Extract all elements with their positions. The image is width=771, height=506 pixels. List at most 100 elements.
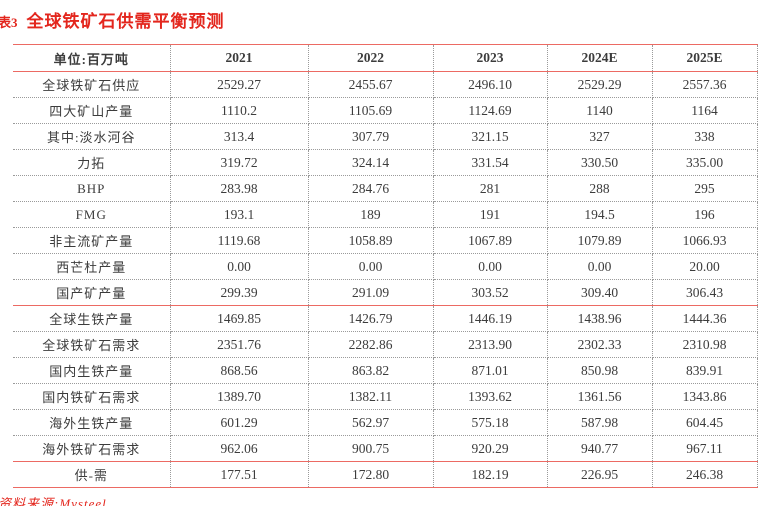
value-cell: 868.56 xyxy=(170,357,309,384)
value-cell: 191 xyxy=(433,201,548,228)
value-cell: 291.09 xyxy=(308,279,434,306)
table-row: 海外生铁产量 601.29 562.97 575.18 587.98 604.45 xyxy=(13,409,758,436)
value-cell: 2496.10 xyxy=(433,71,548,98)
value-cell: 1164 xyxy=(652,97,758,124)
value-cell: 863.82 xyxy=(308,357,434,384)
value-cell: 182.19 xyxy=(433,461,548,488)
row-label: 国产矿产量 xyxy=(13,279,171,306)
column-header-2022: 2022 xyxy=(308,44,434,72)
value-cell: 1361.56 xyxy=(547,383,653,410)
value-cell: 284.76 xyxy=(308,175,434,202)
table-row: 供-需 177.51 172.80 182.19 226.95 246.38 xyxy=(13,461,758,488)
column-header-2023: 2023 xyxy=(433,44,548,72)
value-cell: 967.11 xyxy=(652,435,758,462)
value-cell: 587.98 xyxy=(547,409,653,436)
value-cell: 1066.93 xyxy=(652,227,758,254)
value-cell: 1067.89 xyxy=(433,227,548,254)
value-cell: 2455.67 xyxy=(308,71,434,98)
value-cell: 1426.79 xyxy=(308,305,434,332)
value-cell: 288 xyxy=(547,175,653,202)
row-label: 力拓 xyxy=(13,149,171,176)
value-cell: 321.15 xyxy=(433,123,548,150)
supply-demand-table: 单位:百万吨 2021 2022 2023 2024E 2025E 全球铁矿石供… xyxy=(13,44,758,488)
data-source-note: 资料来源:Mysteel xyxy=(0,496,107,506)
value-cell: 193.1 xyxy=(170,201,309,228)
value-cell: 0.00 xyxy=(308,253,434,280)
value-cell: 1438.96 xyxy=(547,305,653,332)
value-cell: 871.01 xyxy=(433,357,548,384)
value-cell: 1469.85 xyxy=(170,305,309,332)
row-label: 西芒杜产量 xyxy=(13,253,171,280)
value-cell: 2302.33 xyxy=(547,331,653,358)
table-row: 非主流矿产量 1119.68 1058.89 1067.89 1079.89 1066.9… xyxy=(13,227,758,254)
value-cell: 1389.70 xyxy=(170,383,309,410)
table-title: 表3 全球铁矿石供需平衡预测 xyxy=(0,0,771,32)
value-cell: 281 xyxy=(433,175,548,202)
table-row: 国产矿产量 299.39 291.09 303.52 309.40 306.43 xyxy=(13,279,758,306)
table-row: 其中:淡水河谷 313.4 307.79 321.15 327 338 xyxy=(13,123,758,150)
value-cell: 196 xyxy=(652,201,758,228)
value-cell: 246.38 xyxy=(652,461,758,488)
value-cell: 172.80 xyxy=(308,461,434,488)
value-cell: 1110.2 xyxy=(170,97,309,124)
value-cell: 335.00 xyxy=(652,149,758,176)
table-row: 国内生铁产量 868.56 863.82 871.01 850.98 839.91 xyxy=(13,357,758,384)
row-label: 海外铁矿石需求 xyxy=(13,435,171,462)
column-header-2021: 2021 xyxy=(170,44,309,72)
value-cell: 309.40 xyxy=(547,279,653,306)
value-cell: 2529.27 xyxy=(170,71,309,98)
value-cell: 2310.98 xyxy=(652,331,758,358)
table-row: 国内铁矿石需求 1389.70 1382.11 1393.62 1361.56 1343.… xyxy=(13,383,758,410)
row-label: 全球铁矿石供应 xyxy=(13,71,171,98)
value-cell: 1393.62 xyxy=(433,383,548,410)
table-body: 全球铁矿石供应 2529.27 2455.67 2496.10 2529.29 2557.… xyxy=(13,71,758,488)
value-cell: 307.79 xyxy=(308,123,434,150)
value-cell: 177.51 xyxy=(170,461,309,488)
value-cell: 2529.29 xyxy=(547,71,653,98)
header-row: 单位:百万吨 2021 2022 2023 2024E 2025E xyxy=(13,44,758,72)
value-cell: 283.98 xyxy=(170,175,309,202)
value-cell: 962.06 xyxy=(170,435,309,462)
value-cell: 850.98 xyxy=(547,357,653,384)
row-label: 其中:淡水河谷 xyxy=(13,123,171,150)
value-cell: 327 xyxy=(547,123,653,150)
value-cell: 1119.68 xyxy=(170,227,309,254)
value-cell: 2557.36 xyxy=(652,71,758,98)
value-cell: 1382.11 xyxy=(308,383,434,410)
value-cell: 299.39 xyxy=(170,279,309,306)
value-cell: 1124.69 xyxy=(433,97,548,124)
value-cell: 1446.19 xyxy=(433,305,548,332)
value-cell: 0.00 xyxy=(170,253,309,280)
row-label: 海外生铁产量 xyxy=(13,409,171,436)
column-header-2025e: 2025E xyxy=(652,44,758,72)
value-cell: 295 xyxy=(652,175,758,202)
row-label: BHP xyxy=(13,175,171,202)
row-label: 全球铁矿石需求 xyxy=(13,331,171,358)
value-cell: 940.77 xyxy=(547,435,653,462)
value-cell: 330.50 xyxy=(547,149,653,176)
value-cell: 2313.90 xyxy=(433,331,548,358)
value-cell: 0.00 xyxy=(547,253,653,280)
table-row: 四大矿山产量 1110.2 1105.69 1124.69 1140 1164 xyxy=(13,97,758,124)
row-label: 供-需 xyxy=(13,461,171,488)
table-header: 单位:百万吨 2021 2022 2023 2024E 2025E xyxy=(13,44,758,72)
table-number-tag: 表3 xyxy=(0,15,18,30)
value-cell: 900.75 xyxy=(308,435,434,462)
value-cell: 562.97 xyxy=(308,409,434,436)
value-cell: 1105.69 xyxy=(308,97,434,124)
value-cell: 2351.76 xyxy=(170,331,309,358)
value-cell: 303.52 xyxy=(433,279,548,306)
value-cell: 2282.86 xyxy=(308,331,434,358)
row-label: 非主流矿产量 xyxy=(13,227,171,254)
value-cell: 226.95 xyxy=(547,461,653,488)
value-cell: 194.5 xyxy=(547,201,653,228)
table-row: 力拓 319.72 324.14 331.54 330.50 335.00 xyxy=(13,149,758,176)
row-label: 四大矿山产量 xyxy=(13,97,171,124)
value-cell: 575.18 xyxy=(433,409,548,436)
value-cell: 331.54 xyxy=(433,149,548,176)
table-row: 全球铁矿石需求 2351.76 2282.86 2313.90 2302.33 2310.… xyxy=(13,331,758,358)
value-cell: 319.72 xyxy=(170,149,309,176)
value-cell: 1058.89 xyxy=(308,227,434,254)
table-row: 全球生铁产量 1469.85 1426.79 1446.19 1438.96 1444.3… xyxy=(13,305,758,332)
